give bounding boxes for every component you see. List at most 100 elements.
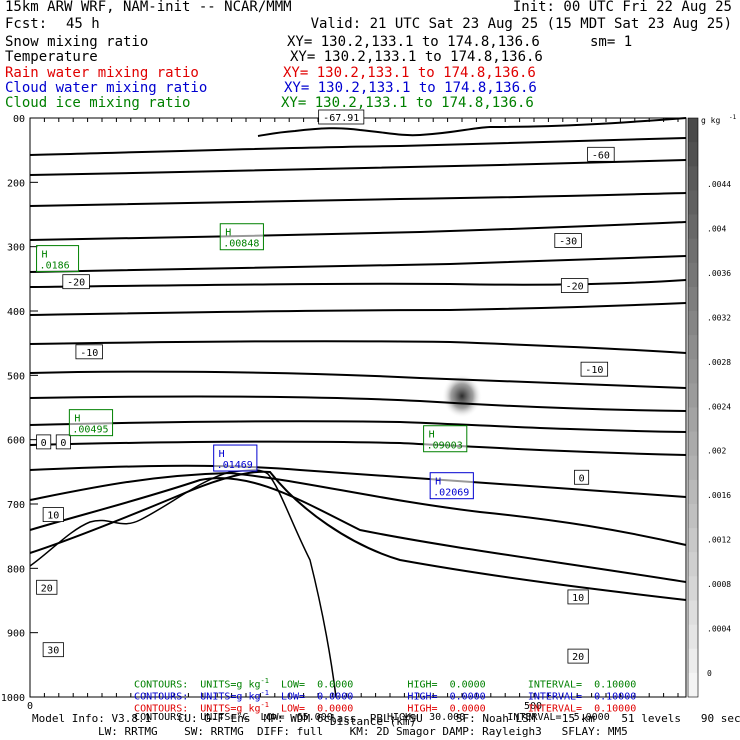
smoothing-value: sm= 1 <box>590 34 633 50</box>
isotherm-label: 20 <box>572 652 584 663</box>
maximum-value: .00495 <box>72 425 108 436</box>
isotherm-label-box <box>580 361 609 377</box>
contour-info-water: CONTOURS: UNITS=g kg-1 LOW= 0.0000 HIGH=… <box>122 677 636 702</box>
colorbar-segment <box>688 648 698 674</box>
isotherm-label-box <box>567 648 589 664</box>
maximum-value: .00848 <box>223 239 259 250</box>
y-tick-label: 00 <box>13 114 25 125</box>
field-xy-cloud-ice: XY= 130.2,133.1 to 174.8,136.6 <box>281 95 534 111</box>
field-xy-cloud-water: XY= 130.2,133.1 to 174.8,136.6 <box>284 80 537 96</box>
colorbar-tick-label: .0032 <box>707 313 731 322</box>
isotherm-16 <box>29 477 687 583</box>
colorbar-tick-label: .004 <box>707 224 726 233</box>
y-tick-label: 800 <box>7 564 25 575</box>
colorbar-segment <box>688 431 698 457</box>
contour-info-high: HIGH= 0.0000 <box>407 679 486 691</box>
colorbar-segment <box>688 359 698 384</box>
colorbar-tick-label: .0004 <box>707 625 731 634</box>
field-name-cloud-water: Cloud water mixing ratio <box>5 80 208 96</box>
colorbar-tick-label: .002 <box>707 447 726 456</box>
isotherm-label-box <box>318 109 365 125</box>
field-xy-rain: XY= 130.2,133.1 to 174.8,136.6 <box>283 65 536 81</box>
colorbar-segment <box>688 383 698 408</box>
isotherm-label: 30 <box>47 646 59 657</box>
physics-info-line: LW: RRTMG SW: RRTMG DIFF: full KM: 2D Sm… <box>98 725 628 738</box>
contour-info-high: HIGH= 0.0000 <box>407 691 486 703</box>
isotherm-label-box <box>554 233 582 248</box>
isotherm-3 <box>29 159 687 176</box>
isotherm-label: -60 <box>592 150 610 161</box>
isotherm-label-box <box>36 434 52 450</box>
contour-info-low: LOW= 0.0000 <box>280 679 354 691</box>
isotherm-label: 10 <box>572 593 584 604</box>
isotherm-17 <box>29 470 687 601</box>
x-tick-label: 0 <box>27 701 33 712</box>
contour-info-label: CONTOURS: <box>134 679 189 691</box>
terrain-outline <box>29 469 337 698</box>
x-tick-label: 500 <box>524 701 542 712</box>
colorbar-segment <box>688 479 698 505</box>
contour-info-temp: CONTOURS: UNITS=°C LOW= -65.000 HIGH= 30… <box>122 701 610 723</box>
maximum-box <box>68 409 114 437</box>
isotherm-5 <box>29 221 687 241</box>
maximum-label: H <box>435 477 441 488</box>
field-name-rain: Rain water mixing ratio <box>5 65 199 81</box>
forecast-hour: 45 h <box>66 16 100 32</box>
isotherm-10 <box>29 370 687 389</box>
contour-info-interval: INTERVAL= 0.10000 <box>527 691 637 703</box>
contour-info-rain: CONTOURS: UNITS=g kg-1 LOW= 0.0000 HIGH=… <box>122 689 636 714</box>
y-tick-label: 600 <box>7 436 25 447</box>
isotherm-label: -67.91 <box>323 113 359 124</box>
maximum-value: .02069 <box>433 488 469 499</box>
y-tick-label: 1000 <box>1 693 25 704</box>
colorbar-units: g kg <box>701 116 720 125</box>
contour-info-high: HIGH= 0.0000 <box>407 703 486 715</box>
contour-info-exp: -1 <box>260 677 269 685</box>
isotherm-label: 0 <box>60 438 66 449</box>
contour-info-interval: INTERVAL= 0.10000 <box>527 679 637 691</box>
contour-info-low: LOW= 0.0000 <box>280 691 354 703</box>
y-tick-label: 500 <box>7 371 25 382</box>
colorbar-segment <box>688 552 698 577</box>
isotherm-label-box <box>55 434 71 450</box>
maximum-label: H <box>429 430 435 441</box>
isotherm-label-box <box>62 274 90 290</box>
colorbar-segment <box>688 142 698 167</box>
contour-info-units: UNITS=°C <box>200 712 249 723</box>
isotherm-label: -20 <box>566 282 584 293</box>
maximum-box <box>423 425 468 453</box>
colorbar-segment <box>688 335 698 360</box>
distance-axis-label: Distance (km) <box>330 715 417 728</box>
isotherm-6 <box>29 255 687 273</box>
y-tick-label: 300 <box>7 243 25 254</box>
model-title: 15km ARW WRF, NAM-init -- NCAR/MMM <box>5 0 292 15</box>
colorbar-tick-label: .0016 <box>707 491 731 500</box>
maximum-box <box>36 245 80 273</box>
colorbar-segment <box>688 166 698 191</box>
mixing-ratio-shading <box>442 374 482 418</box>
field-name-cloud-ice: Cloud ice mixing ratio <box>5 95 191 111</box>
field-name-snow: Snow mixing ratio <box>5 34 149 50</box>
maximum-box <box>213 444 258 472</box>
isotherm-label-box <box>36 579 58 595</box>
colorbar-frame <box>687 117 699 698</box>
isotherm-8 <box>29 302 687 316</box>
contour-info-label: CONTOURS: <box>134 712 189 723</box>
colorbar-units-exp: -1 <box>729 114 737 121</box>
isotherm-7 <box>29 279 687 288</box>
contour-info-interval: INTERVAL= 5.0000 <box>507 712 610 723</box>
colorbar-tick-label: .0012 <box>707 536 731 545</box>
maximum-label: H <box>74 414 80 425</box>
isotherm-label-box <box>75 344 103 360</box>
isotherm-2 <box>29 137 687 156</box>
maximum-box <box>219 223 264 251</box>
contour-info-low: LOW= 0.0000 <box>280 703 354 715</box>
init-time: Init: 00 UTC Fri 22 Aug 25 <box>512 0 732 15</box>
contour-info-units: UNITS=g kg <box>200 679 261 691</box>
isotherm-13 <box>29 440 687 456</box>
colorbar-segment <box>688 576 698 601</box>
colorbar-segment <box>688 455 698 481</box>
colorbar-segment <box>688 504 698 529</box>
forecast-label: Fcst: <box>5 16 48 32</box>
